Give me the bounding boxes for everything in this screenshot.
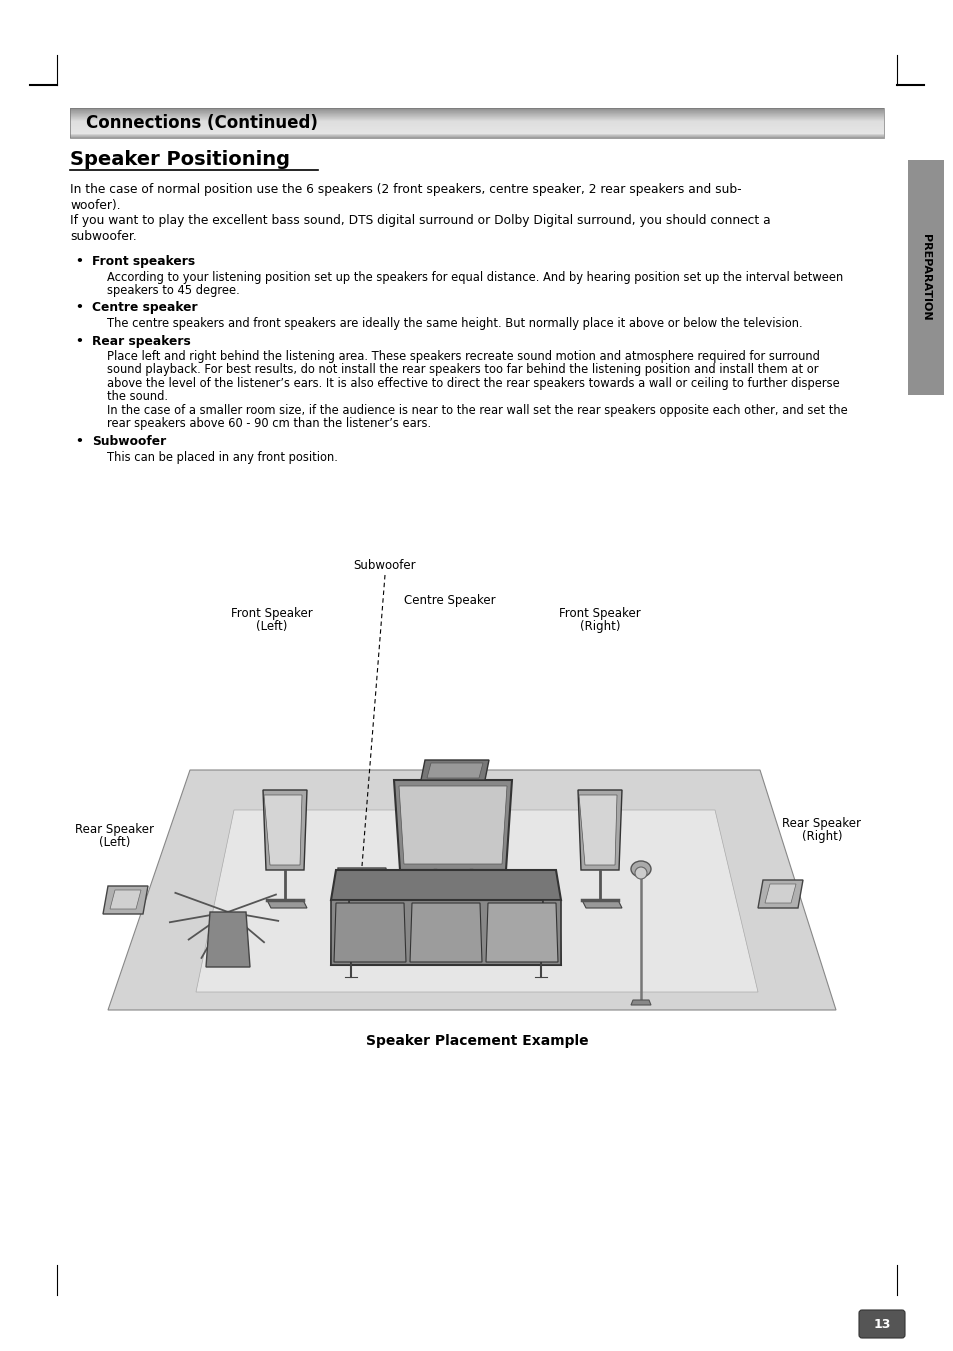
Text: speakers to 45 degree.: speakers to 45 degree. [107,284,239,297]
Polygon shape [427,763,482,778]
Text: (Left): (Left) [256,620,288,634]
Polygon shape [420,761,489,780]
Polygon shape [630,1000,650,1005]
Text: •: • [75,255,83,267]
Polygon shape [195,811,758,992]
Polygon shape [343,871,377,916]
Bar [907,159,943,394]
Polygon shape [581,900,621,908]
Polygon shape [331,900,560,965]
Text: Speaker Positioning: Speaker Positioning [70,150,290,169]
FancyBboxPatch shape [858,1310,904,1337]
Polygon shape [394,780,512,870]
Polygon shape [103,886,148,915]
Text: If you want to play the excellent bass sound, DTS digital surround or Dolby Digi: If you want to play the excellent bass s… [70,213,770,227]
Text: In the case of a smaller room size, if the audience is near to the rear wall set: In the case of a smaller room size, if t… [107,404,847,417]
Text: rear speakers above 60 - 90 cm than the listener’s ears.: rear speakers above 60 - 90 cm than the … [107,417,431,431]
Polygon shape [264,794,302,865]
Polygon shape [578,794,617,865]
Text: Front Speaker: Front Speaker [558,607,640,620]
Text: Connections (Continued): Connections (Continued) [86,113,317,132]
Polygon shape [540,900,560,965]
Text: (Right): (Right) [801,830,841,843]
Polygon shape [334,902,406,962]
Text: above the level of the listener’s ears. It is also effective to direct the rear : above the level of the listener’s ears. … [107,377,839,390]
Polygon shape [764,884,795,902]
Polygon shape [331,900,351,965]
Text: 13: 13 [872,1317,890,1331]
Polygon shape [331,870,560,900]
Text: Subwoofer: Subwoofer [354,559,416,571]
Text: •: • [75,335,83,347]
Polygon shape [758,880,802,908]
Text: PREPARATION: PREPARATION [920,234,930,320]
Polygon shape [110,890,141,909]
Text: (Right): (Right) [579,620,619,634]
Text: In the case of normal position use the 6 speakers (2 front speakers, centre spea: In the case of normal position use the 6… [70,182,740,196]
Text: This can be placed in any front position.: This can be placed in any front position… [107,450,337,463]
Text: Subwoofer: Subwoofer [91,435,166,449]
Polygon shape [267,900,307,908]
Text: The centre speakers and front speakers are ideally the same height. But normally: The centre speakers and front speakers a… [107,317,801,330]
Text: Front Speaker: Front Speaker [231,607,313,620]
Bar [70,108,883,138]
Text: •: • [75,435,83,449]
Text: (Left): (Left) [99,836,131,848]
Text: Rear speakers: Rear speakers [91,335,191,347]
Text: •: • [75,301,83,315]
Text: Rear Speaker: Rear Speaker [75,823,154,836]
Polygon shape [398,786,506,865]
Polygon shape [108,770,835,1011]
Text: Speaker Placement Example: Speaker Placement Example [365,1034,588,1048]
Text: subwoofer.: subwoofer. [70,230,136,242]
Text: Centre speaker: Centre speaker [91,301,197,315]
Polygon shape [206,912,250,967]
Text: woofer).: woofer). [70,199,120,212]
Polygon shape [485,902,558,962]
Polygon shape [263,790,307,870]
Text: Front speakers: Front speakers [91,255,195,267]
Ellipse shape [630,861,650,877]
Text: Centre Speaker: Centre Speaker [404,594,496,607]
Text: the sound.: the sound. [107,390,168,404]
Text: According to your listening position set up the speakers for equal distance. And: According to your listening position set… [107,270,842,284]
Text: sound playback. For best results, do not install the rear speakers too far behin: sound playback. For best results, do not… [107,363,818,377]
Ellipse shape [635,867,646,880]
Text: Place left and right behind the listening area. These speakers recreate sound mo: Place left and right behind the listenin… [107,350,819,363]
Polygon shape [335,867,386,920]
Text: Rear Speaker: Rear Speaker [781,817,861,830]
Polygon shape [410,902,481,962]
Polygon shape [578,790,621,870]
